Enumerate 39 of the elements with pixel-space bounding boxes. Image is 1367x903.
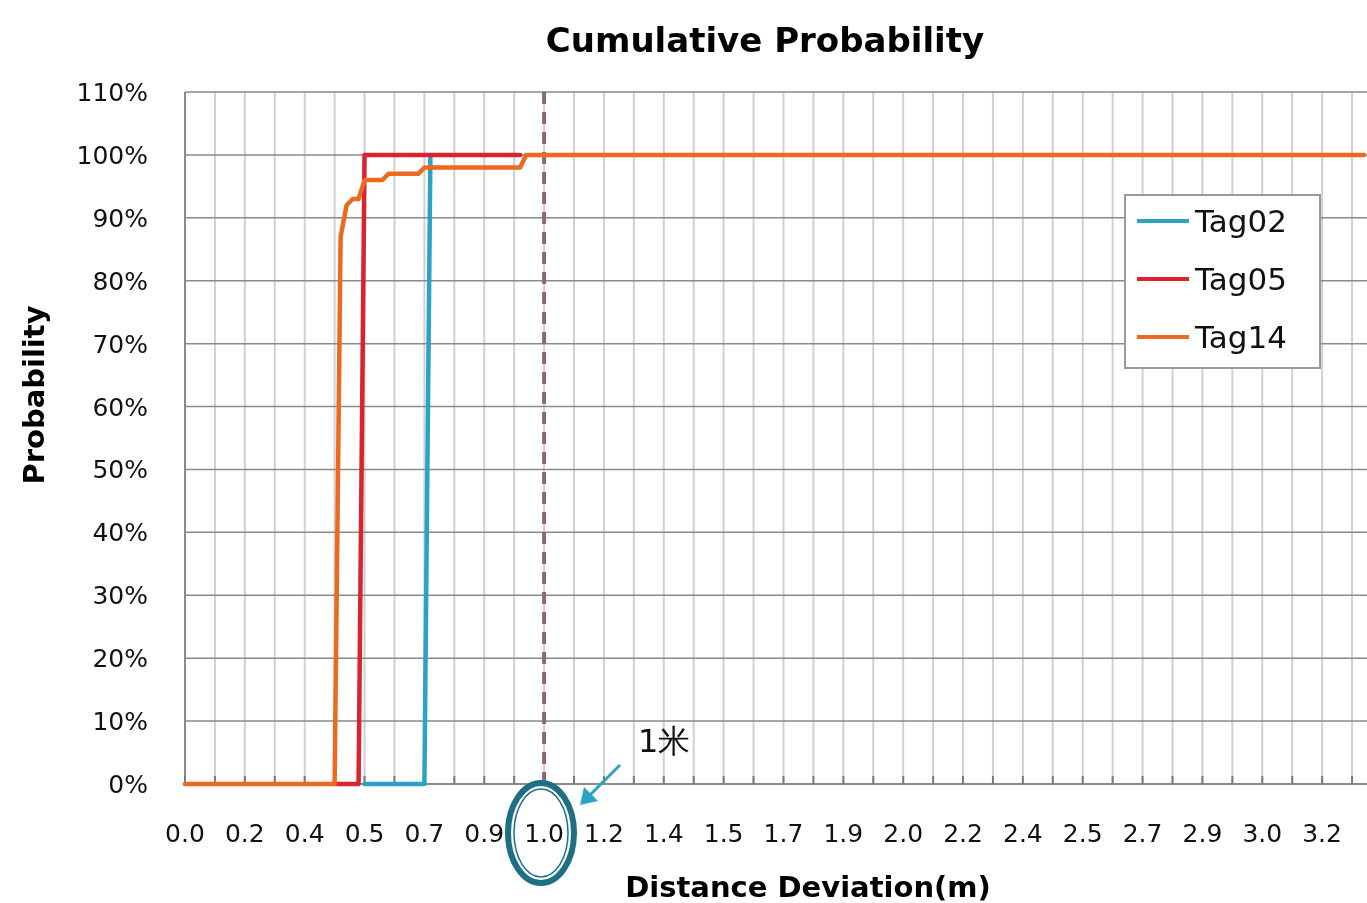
x-tick-label: 1.0 (524, 819, 564, 848)
x-tick-label: 3.0 (1242, 819, 1283, 848)
y-tick-label: 10% (92, 707, 148, 737)
legend-label: Tag05 (1194, 261, 1287, 297)
x-tick-label: 2.2 (943, 819, 983, 848)
y-tick-label: 100% (76, 140, 148, 170)
x-tick-label: 0.7 (404, 819, 445, 848)
annotation: 1米 (638, 722, 691, 760)
y-tick-label: 60% (92, 392, 148, 422)
x-tick-label: 0.4 (284, 819, 325, 848)
y-tick-label: 80% (92, 266, 148, 296)
x-tick-label: 1.9 (823, 819, 864, 848)
x-tick-label: 2.7 (1122, 819, 1163, 848)
y-tick-label: 40% (92, 518, 148, 548)
y-tick-label: 30% (92, 581, 148, 611)
y-tick-label: 70% (92, 329, 148, 359)
y-axis-title: Probability (17, 305, 51, 485)
x-axis-title: Distance Deviation(m) (625, 870, 991, 903)
y-tick-label: 110% (76, 78, 148, 107)
x-tick-label: 2.4 (1002, 819, 1043, 848)
x-tick-label: 2.5 (1062, 819, 1103, 848)
x-tick-label: 1.4 (643, 819, 684, 848)
chart-title: Cumulative Probability (545, 20, 985, 60)
x-tick-label: 1.7 (763, 819, 804, 848)
legend-label: Tag14 (1194, 319, 1287, 355)
x-tick-label: 3.2 (1302, 819, 1342, 848)
y-tick-label: 0% (108, 770, 148, 799)
x-tick-label: 1.5 (703, 819, 744, 848)
x-tick-label: 0.5 (344, 819, 385, 848)
x-tick-label: 0.2 (224, 819, 265, 848)
y-tick-label: 20% (92, 644, 148, 674)
x-tick-label: 2.0 (883, 819, 924, 848)
x-tick-label: 1.2 (584, 819, 624, 848)
y-tick-label: 50% (92, 455, 148, 485)
x-tick-label: 0.0 (165, 819, 205, 848)
y-tick-label: 90% (92, 203, 148, 233)
x-tick-label: 0.9 (464, 819, 505, 848)
legend-label: Tag02 (1194, 203, 1287, 239)
x-tick-label: 2.9 (1182, 819, 1223, 848)
